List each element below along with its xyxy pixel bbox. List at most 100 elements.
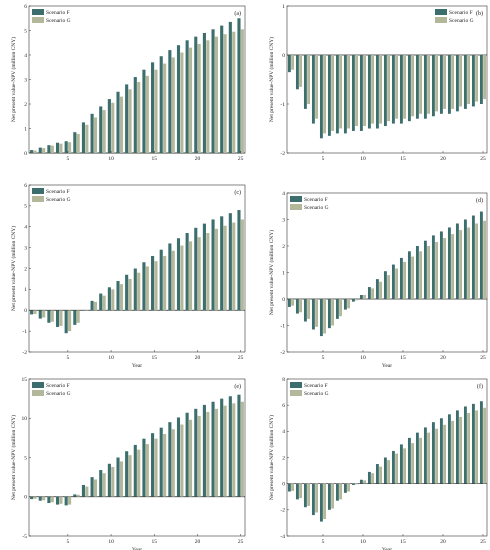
bar-scenario-f-year-25 (479, 55, 483, 104)
y-axis-label: Net present value-NPV (million CNY) (268, 37, 275, 122)
bar-scenario-g-year-21 (206, 40, 210, 153)
bar-scenario-g-year-12 (128, 455, 132, 497)
y-tick-label: 10 (22, 416, 28, 422)
bar-scenario-f-year-4 (311, 55, 315, 124)
bar-scenario-f-year-4 (311, 299, 315, 330)
bar-scenario-g-year-21 (206, 233, 210, 311)
bar-scenario-f-year-11 (116, 457, 120, 497)
bar-scenario-f-year-10 (359, 55, 363, 131)
y-tick-label: 15 (22, 377, 28, 383)
bar-scenario-f-year-24 (228, 21, 232, 154)
bar-scenario-f-year-7 (81, 484, 86, 497)
bar-scenario-f-year-20 (194, 36, 198, 154)
x-tick-label: 10 (360, 156, 366, 162)
bar-scenario-g-year-16 (411, 256, 415, 299)
bar-scenario-f-year-6 (73, 494, 77, 497)
x-tick-label: 10 (108, 539, 114, 545)
bar-scenario-g-year-4 (59, 143, 63, 153)
legend-swatch-scenario-f (290, 196, 302, 202)
legend-label: Scenario G (46, 18, 71, 24)
bar-scenario-g-year-21 (451, 55, 455, 109)
y-tick-label: -4 (280, 534, 285, 540)
bar-scenario-g-year-20 (443, 55, 447, 109)
bar-scenario-g-year-3 (50, 145, 54, 153)
bar-scenario-g-year-24 (475, 55, 479, 102)
bar-scenario-f-year-2 (295, 483, 299, 500)
bar-scenario-g-year-8 (347, 483, 351, 492)
bar-scenario-g-year-1 (291, 55, 295, 70)
bar-scenario-f-year-22 (211, 401, 215, 497)
bar-scenario-f-year-4 (55, 142, 60, 153)
bar-scenario-g-year-12 (128, 278, 132, 311)
bar-scenario-g-year-6 (331, 299, 335, 326)
bar-scenario-g-year-12 (379, 466, 383, 484)
bar-scenario-f-year-9 (99, 106, 103, 153)
bar-scenario-g-year-5 (323, 55, 327, 134)
bar-scenario-f-year-15 (399, 257, 403, 299)
bar-scenario-f-year-20 (439, 418, 443, 484)
bar-scenario-f-year-17 (168, 422, 172, 497)
bar-scenario-g-year-1 (33, 496, 37, 499)
bar-scenario-f-year-9 (351, 55, 355, 131)
bar-scenario-g-year-9 (102, 295, 106, 311)
bar-scenario-f-year-23 (463, 55, 467, 109)
bar-scenario-g-year-5 (68, 310, 72, 332)
bar-scenario-f-year-17 (415, 55, 419, 119)
bar-scenario-g-year-8 (347, 55, 351, 129)
bar-scenario-f-year-16 (407, 437, 411, 484)
bar-scenario-f-year-2 (38, 147, 42, 153)
y-tick-label: 4 (24, 53, 27, 59)
legend-swatch-scenario-f (435, 9, 447, 15)
bar-scenario-g-year-24 (475, 410, 479, 484)
y-tick-label: -1 (22, 329, 27, 335)
bar-scenario-f-year-4 (55, 310, 60, 327)
bar-scenario-f-year-3 (47, 145, 51, 153)
bar-scenario-g-year-15 (154, 69, 158, 153)
bar-scenario-g-year-18 (180, 424, 184, 497)
bar-scenario-f-year-5 (64, 496, 68, 506)
bar-scenario-f-year-20 (439, 55, 443, 114)
panel-label: (a) (234, 10, 241, 17)
y-tick-label: -5 (22, 534, 27, 540)
y-tick-label: 1 (282, 4, 285, 10)
y-tick-label: 2 (24, 102, 27, 108)
bar-scenario-f-year-24 (471, 403, 475, 484)
bar-scenario-g-year-5 (68, 142, 72, 153)
y-tick-label: 5 (24, 204, 27, 210)
x-tick-label: 10 (108, 156, 114, 162)
legend-label: Scenario G (449, 18, 474, 24)
bar-scenario-g-year-5 (68, 496, 72, 505)
bar-scenario-f-year-22 (455, 410, 459, 484)
bar-scenario-g-year-17 (171, 250, 175, 311)
bar-scenario-g-year-18 (427, 55, 431, 114)
bar-scenario-g-year-3 (50, 496, 54, 503)
bar-scenario-f-year-16 (159, 56, 163, 153)
bar-scenario-g-year-13 (387, 55, 391, 122)
x-tick-label: 15 (400, 539, 406, 545)
bar-scenario-g-year-12 (379, 281, 383, 299)
bar-scenario-f-year-8 (90, 477, 94, 497)
bar-scenario-g-year-23 (467, 55, 471, 104)
bar-scenario-g-year-7 (339, 299, 343, 317)
bar-scenario-g-year-22 (214, 408, 219, 497)
bar-scenario-f-year-16 (159, 249, 163, 311)
bar-scenario-f-year-6 (327, 483, 331, 510)
bar-scenario-g-year-7 (85, 124, 89, 153)
bar-scenario-f-year-10 (107, 463, 111, 497)
bar-scenario-g-year-19 (188, 419, 193, 497)
bar-scenario-f-year-19 (185, 412, 189, 497)
bar-scenario-g-year-1 (291, 483, 295, 491)
bar-scenario-f-year-21 (447, 414, 451, 484)
bar-scenario-g-year-8 (93, 479, 98, 497)
x-tick-label: 15 (152, 539, 158, 545)
bar-scenario-f-year-18 (176, 417, 181, 497)
bar-scenario-g-year-10 (111, 466, 115, 497)
legend-swatch-scenario-g (32, 390, 44, 396)
bar-scenario-f-year-18 (423, 427, 427, 484)
bar-scenario-g-year-11 (119, 461, 123, 497)
y-tick-label: 2 (24, 266, 27, 272)
bar-scenario-f-year-25 (479, 401, 483, 484)
bar-scenario-f-year-5 (64, 141, 68, 153)
bar-scenario-f-year-8 (343, 299, 347, 310)
legend-label: Scenario F (46, 10, 70, 16)
